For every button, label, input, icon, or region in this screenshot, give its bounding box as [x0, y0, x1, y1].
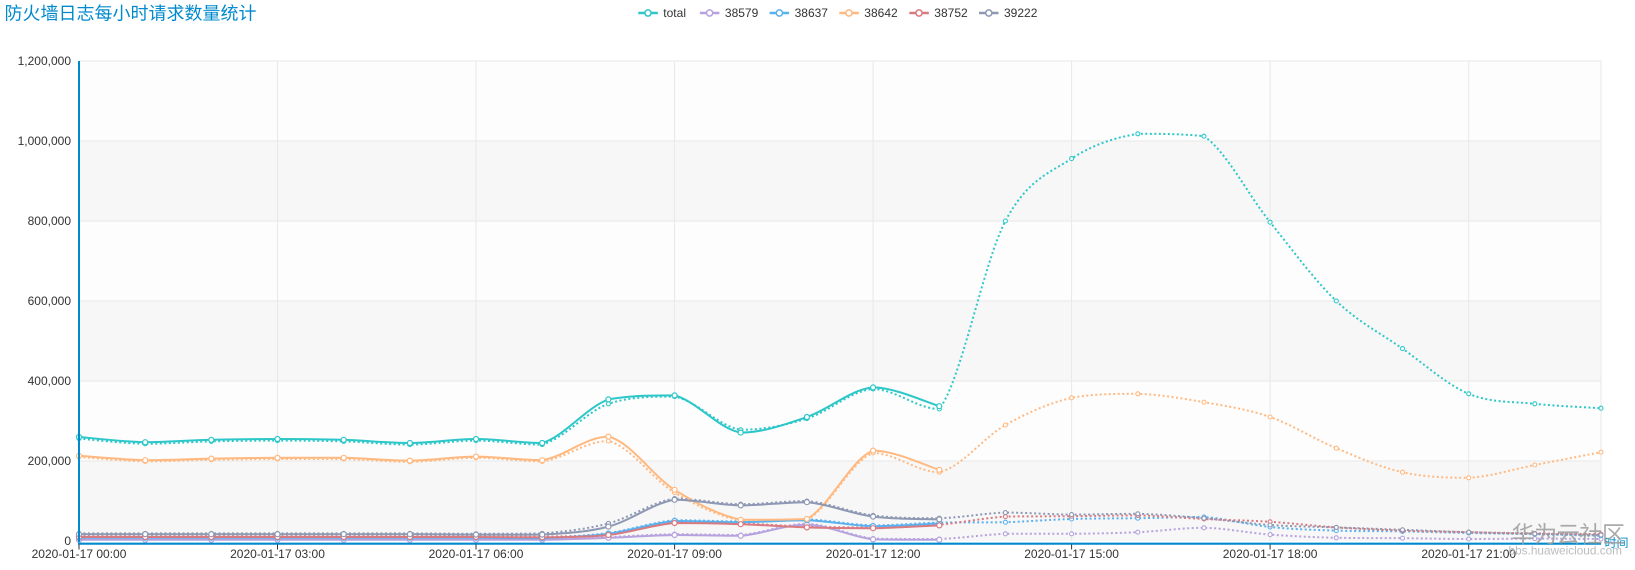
svg-text:1,200,000: 1,200,000 [18, 54, 72, 68]
svg-text:1,000,000: 1,000,000 [18, 134, 72, 148]
svg-text:2020-01-17 21:00: 2020-01-17 21:00 [1421, 547, 1516, 561]
svg-text:38752: 38752 [934, 6, 968, 20]
svg-text:38642: 38642 [864, 6, 898, 20]
svg-text:2020-01-17 09:00: 2020-01-17 09:00 [627, 547, 722, 561]
svg-text:39222: 39222 [1004, 6, 1038, 20]
svg-text:2020-01-17 15:00: 2020-01-17 15:00 [1024, 547, 1119, 561]
svg-text:0: 0 [64, 534, 71, 548]
svg-text:400,000: 400,000 [28, 374, 72, 388]
svg-text:2020-01-17 12:00: 2020-01-17 12:00 [826, 547, 921, 561]
svg-text:2020-01-17 06:00: 2020-01-17 06:00 [429, 547, 524, 561]
svg-text:800,000: 800,000 [28, 214, 72, 228]
svg-text:38637: 38637 [795, 6, 829, 20]
svg-text:38579: 38579 [725, 6, 759, 20]
svg-text:600,000: 600,000 [28, 294, 72, 308]
svg-text:2020-01-17 18:00: 2020-01-17 18:00 [1223, 547, 1318, 561]
svg-text:200,000: 200,000 [28, 454, 72, 468]
svg-text:2020-01-17 00:00: 2020-01-17 00:00 [32, 547, 127, 561]
svg-text:total: total [663, 6, 686, 20]
svg-text:bbs.huaweicloud.com: bbs.huaweicloud.com [1509, 543, 1623, 557]
svg-text:2020-01-17 03:00: 2020-01-17 03:00 [230, 547, 325, 561]
